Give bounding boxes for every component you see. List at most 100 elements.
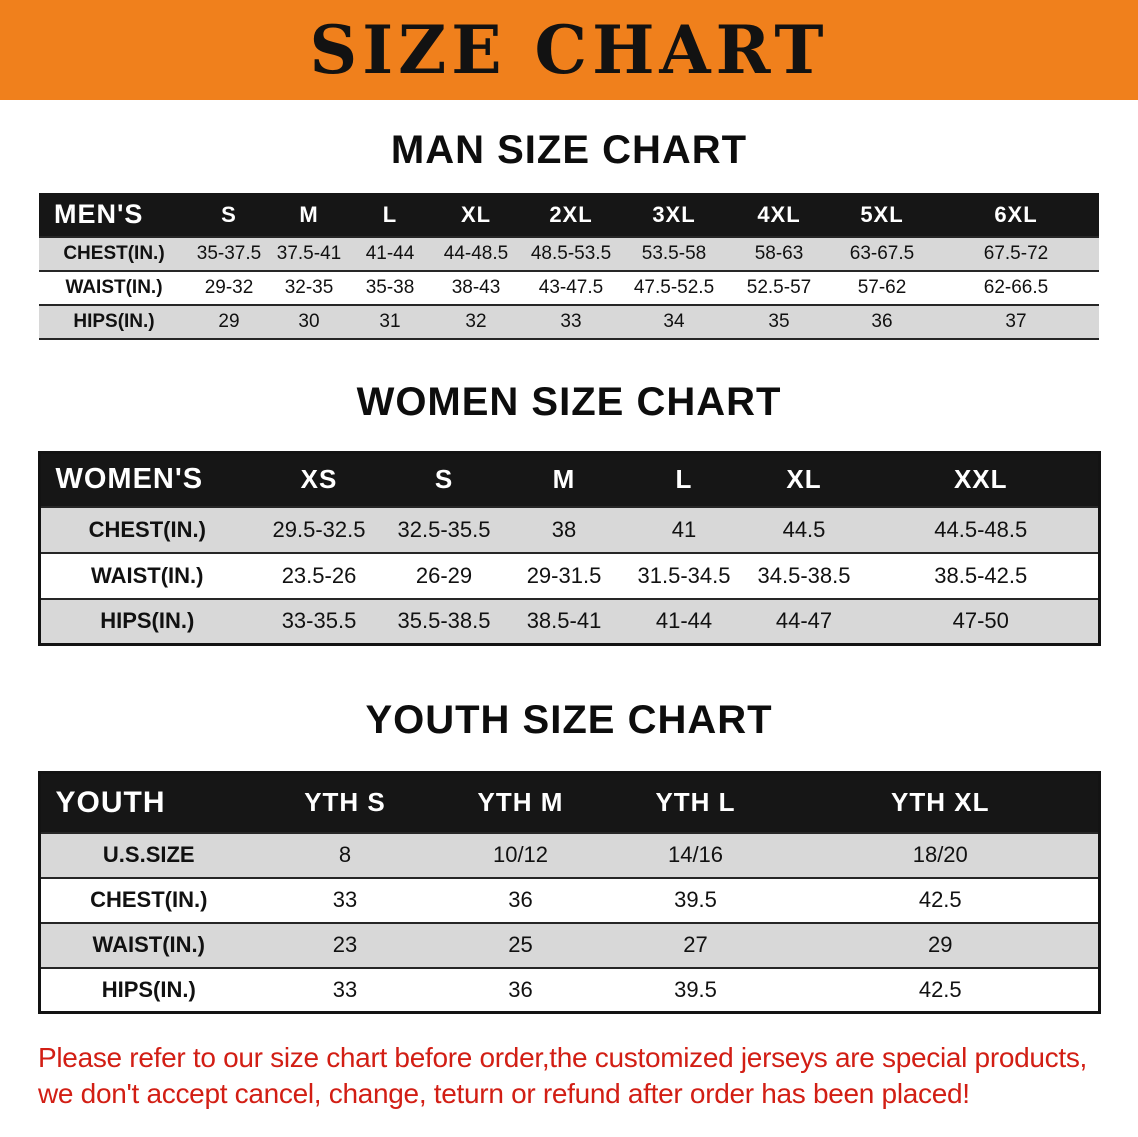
- women-size-table: WOMEN'S XS S M L XL XXL CHEST(IN.) 29.5-32.5 32.5…: [37, 451, 1101, 646]
- measurement-value: 41: [624, 505, 744, 553]
- measurement-value: 41-44: [349, 236, 431, 271]
- measurement-row: U.S.SIZE 8 10/12 14/16 18/20: [39, 831, 1099, 878]
- measurement-value: 38-43: [431, 270, 521, 305]
- measurement-value: 33-35.5: [254, 597, 384, 645]
- measurement-value: 47-50: [864, 597, 1099, 645]
- size-column-header: XS: [254, 452, 384, 507]
- measurement-value: 41-44: [624, 597, 744, 645]
- measurement-value: 29: [189, 304, 269, 339]
- measurement-value: 31: [349, 304, 431, 339]
- measurement-row: HIPS(IN.) 29 30 31 32 33 34 35 36 37: [39, 304, 1099, 339]
- measurement-value: 38.5-41: [504, 597, 624, 645]
- table-corner-label: YOUTH: [39, 772, 257, 833]
- size-column-header: L: [349, 193, 431, 237]
- measurement-row: CHEST(IN.) 33 36 39.5 42.5: [39, 876, 1099, 923]
- measurement-value: 32.5-35.5: [384, 505, 504, 553]
- measurement-value: 42.5: [783, 966, 1099, 1013]
- measurement-value: 36: [433, 966, 608, 1013]
- measurement-label: CHEST(IN.): [39, 236, 189, 271]
- measurement-label: HIPS(IN.): [39, 966, 257, 1013]
- size-column-header: 5XL: [831, 193, 933, 237]
- size-column-header: 6XL: [933, 193, 1099, 237]
- measurement-value: 36: [433, 876, 608, 923]
- measurement-label: HIPS(IN.): [39, 304, 189, 339]
- size-column-header: S: [189, 193, 269, 237]
- measurement-value: 35.5-38.5: [384, 597, 504, 645]
- measurement-label: CHEST(IN.): [39, 505, 254, 553]
- measurement-value: 44-47: [744, 597, 864, 645]
- measurement-row: CHEST(IN.) 35-37.5 37.5-41 41-44 44-48.5 48.5…: [39, 236, 1099, 271]
- size-header-row: MEN'S S M L XL 2XL 3XL 4XL 5XL 6XL: [39, 193, 1099, 237]
- measurement-value: 63-67.5: [831, 236, 933, 271]
- measurement-value: 29-32: [189, 270, 269, 305]
- size-header-row: YOUTH YTH S YTH M YTH L YTH XL: [39, 772, 1099, 833]
- measurement-value: 14/16: [608, 831, 783, 878]
- section-women: WOMEN SIZE CHART WOMEN'S XS S M L XL XXL CHEST(…: [0, 340, 1138, 646]
- youth-section-heading: YOUTH SIZE CHART: [365, 698, 773, 742]
- men-size-table: MEN'S S M L XL 2XL 3XL 4XL 5XL 6XL CHEST(IN.) 35-37…: [39, 193, 1099, 340]
- measurement-value: 62-66.5: [933, 270, 1099, 305]
- table-corner-label: WOMEN'S: [39, 452, 254, 507]
- measurement-label: CHEST(IN.): [39, 876, 257, 923]
- men-section-heading: MAN SIZE CHART: [390, 128, 748, 172]
- measurement-value: 10/12: [433, 831, 608, 878]
- measurement-value: 33: [257, 966, 433, 1013]
- measurement-value: 23.5-26: [254, 551, 384, 599]
- measurement-value: 67.5-72: [933, 236, 1099, 271]
- measurement-label: WAIST(IN.): [39, 921, 257, 968]
- measurement-value: 44-48.5: [431, 236, 521, 271]
- measurement-value: 33: [521, 304, 621, 339]
- measurement-value: 43-47.5: [521, 270, 621, 305]
- note-line-2: we don't accept cancel, change, teturn o…: [38, 1078, 970, 1110]
- size-column-header: XL: [744, 452, 864, 507]
- size-column-header: 4XL: [727, 193, 831, 237]
- measurement-value: 37: [933, 304, 1099, 339]
- measurement-row: CHEST(IN.) 29.5-32.5 32.5-35.5 38 41 44.5 44.5…: [39, 505, 1099, 553]
- measurement-row: WAIST(IN.) 23.5-26 26-29 29-31.5 31.5-34.5 34…: [39, 551, 1099, 599]
- measurement-label: HIPS(IN.): [39, 597, 254, 645]
- measurement-value: 29: [783, 921, 1099, 968]
- banner: SIZE CHART: [0, 0, 1138, 100]
- measurement-value: 37.5-41: [269, 236, 349, 271]
- measurement-value: 26-29: [384, 551, 504, 599]
- footer-note: Please refer to our size chart before or…: [0, 1014, 1138, 1137]
- size-column-header: YTH L: [608, 772, 783, 833]
- size-column-header: S: [384, 452, 504, 507]
- table-corner-label: MEN'S: [39, 193, 189, 237]
- measurement-label: WAIST(IN.): [39, 551, 254, 599]
- section-men: MAN SIZE CHART MEN'S S M L XL 2XL 3XL 4XL 5XL 6XL…: [0, 100, 1138, 340]
- measurement-row: HIPS(IN.) 33 36 39.5 42.5: [39, 966, 1099, 1013]
- measurement-value: 53.5-58: [621, 236, 727, 271]
- measurement-value: 36: [831, 304, 933, 339]
- size-column-header: XL: [431, 193, 521, 237]
- measurement-value: 27: [608, 921, 783, 968]
- measurement-value: 39.5: [608, 876, 783, 923]
- measurement-value: 35-38: [349, 270, 431, 305]
- size-column-header: YTH XL: [783, 772, 1099, 833]
- measurement-value: 35: [727, 304, 831, 339]
- measurement-value: 25: [433, 921, 608, 968]
- note-line-1: Please refer to our size chart before or…: [38, 1042, 1088, 1073]
- measurement-value: 32-35: [269, 270, 349, 305]
- measurement-label: WAIST(IN.): [39, 270, 189, 305]
- measurement-value: 29.5-32.5: [254, 505, 384, 553]
- measurement-value: 58-63: [727, 236, 831, 271]
- measurement-value: 23: [257, 921, 433, 968]
- size-column-header: 2XL: [521, 193, 621, 237]
- size-header-row: WOMEN'S XS S M L XL XXL: [39, 452, 1099, 507]
- measurement-value: 47.5-52.5: [621, 270, 727, 305]
- measurement-value: 30: [269, 304, 349, 339]
- measurement-value: 32: [431, 304, 521, 339]
- measurement-value: 48.5-53.5: [521, 236, 621, 271]
- size-column-header: YTH M: [433, 772, 608, 833]
- measurement-value: 38.5-42.5: [864, 551, 1099, 599]
- measurement-value: 42.5: [783, 876, 1099, 923]
- measurement-value: 8: [257, 831, 433, 878]
- measurement-value: 33: [257, 876, 433, 923]
- banner-title: SIZE CHART: [309, 11, 829, 89]
- measurement-value: 35-37.5: [189, 236, 269, 271]
- size-column-header: L: [624, 452, 744, 507]
- size-column-header: M: [269, 193, 349, 237]
- measurement-value: 38: [504, 505, 624, 553]
